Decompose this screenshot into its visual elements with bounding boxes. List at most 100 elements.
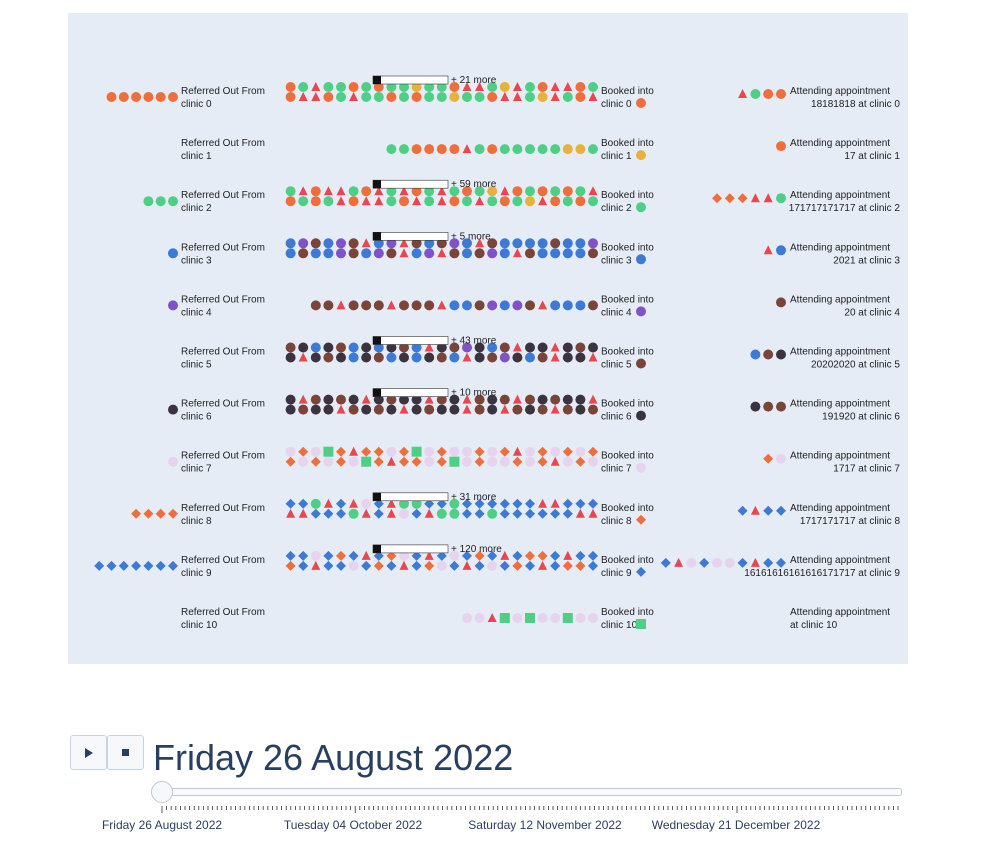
- booked-marker: [449, 186, 460, 197]
- booked-marker: [285, 196, 296, 207]
- frame-slider-handle[interactable]: [151, 781, 173, 803]
- booked-marker: [373, 82, 384, 92]
- booked-marker: [537, 508, 548, 519]
- booked-marker: [285, 92, 296, 102]
- booked-marker: [525, 82, 535, 92]
- referred-marker: [106, 560, 117, 571]
- referred-label: clinic 9: [181, 568, 212, 579]
- booked-marker: [411, 238, 422, 249]
- booked-marker: [562, 498, 573, 509]
- booked-marker: [323, 352, 334, 363]
- booked-marker: [437, 248, 447, 258]
- booked-marker: [537, 456, 548, 467]
- booked-marker: [512, 92, 522, 101]
- booked-label: clinic 8: [601, 516, 632, 527]
- booked-marker: [298, 352, 308, 362]
- booked-marker: [575, 82, 586, 92]
- stop-button[interactable]: [107, 735, 144, 770]
- booked-marker: [399, 300, 409, 311]
- booked-marker: [399, 186, 409, 196]
- booked-marker: [373, 300, 384, 311]
- referred-label: Referred Out From: [181, 503, 265, 514]
- booked-marker: [399, 550, 409, 561]
- booked-marker: [500, 550, 510, 560]
- booked-marker: [499, 82, 510, 92]
- booked-marker: [349, 498, 359, 508]
- referred-marker: [143, 560, 154, 571]
- booked-marker: [550, 456, 560, 466]
- referred-label: clinic 5: [181, 360, 212, 371]
- booked-marker: [336, 560, 346, 571]
- booked-marker: [525, 508, 535, 519]
- booked-marker: [499, 456, 510, 467]
- booked-marker: [562, 613, 573, 623]
- attending-label: 171717171717 at clinic 2: [789, 203, 901, 214]
- attending-label: 17 at clinic 1: [844, 151, 900, 162]
- booked-marker: [462, 144, 472, 154]
- booked-marker: [537, 82, 548, 92]
- booked-marker: [499, 508, 510, 519]
- booked-marker: [298, 456, 309, 467]
- attending-label: Attending appointment: [790, 138, 890, 149]
- booked-marker: [575, 613, 586, 623]
- booked-marker: [285, 82, 296, 92]
- booked-marker: [462, 352, 472, 362]
- booked-marker: [348, 394, 359, 405]
- booked-label: Booked into: [601, 503, 654, 514]
- booked-marker: [449, 82, 460, 92]
- referred-label: Referred Out From: [181, 399, 265, 410]
- booked-marker: [575, 352, 586, 363]
- booked-marker: [285, 186, 296, 197]
- booked-marker: [436, 456, 447, 467]
- play-button[interactable]: [70, 735, 107, 770]
- booked-marker: [449, 446, 460, 457]
- booked-marker: [361, 248, 372, 259]
- booked-marker: [411, 404, 422, 415]
- booked-marker: [550, 446, 561, 457]
- attending-label: 20202020 at clinic 5: [811, 360, 900, 371]
- booked-marker: [512, 404, 523, 415]
- frame-slider-rail[interactable]: [162, 788, 902, 796]
- booked-marker: [310, 248, 321, 259]
- booked-marker: [525, 248, 535, 259]
- booked-marker: [412, 196, 422, 206]
- booked-marker: [298, 560, 309, 571]
- referred-label: Referred Out From: [181, 294, 265, 305]
- booked-marker: [575, 342, 586, 353]
- referred-marker: [168, 508, 178, 519]
- booked-marker: [298, 342, 309, 353]
- referred-label: Referred Out From: [181, 190, 265, 201]
- booked-marker: [336, 404, 346, 414]
- referred-marker: [143, 508, 154, 519]
- booked-marker: [298, 186, 308, 196]
- booked-marker: [399, 144, 409, 155]
- booked-marker: [323, 300, 334, 311]
- booked-marker: [411, 248, 422, 259]
- booked-marker: [562, 248, 573, 259]
- booked-marker: [588, 82, 598, 92]
- booked-marker: [436, 498, 447, 509]
- booked-marker: [298, 196, 309, 207]
- booked-marker: [537, 352, 548, 363]
- attending-label: Attending appointment: [790, 86, 890, 97]
- booked-marker: [399, 196, 409, 207]
- booked-marker: [310, 404, 321, 415]
- booked-marker: [575, 186, 586, 197]
- booked-marker: [499, 560, 510, 571]
- booked-marker: [373, 404, 384, 415]
- booked-marker: [512, 186, 523, 197]
- booked-marker: [285, 498, 296, 509]
- booked-marker: [475, 196, 485, 206]
- booked-marker: [512, 144, 523, 155]
- booked-marker: [525, 550, 535, 561]
- booked-marker: [436, 144, 447, 155]
- booked-marker: [550, 92, 560, 101]
- booked-marker: [462, 248, 472, 259]
- booked-marker: [550, 300, 561, 311]
- booked-marker: [487, 342, 498, 353]
- booked-marker: [462, 456, 472, 467]
- booked-marker: [575, 456, 586, 467]
- booked-label: Booked into: [601, 607, 654, 618]
- booked-marker: [474, 394, 485, 405]
- referred-label: Referred Out From: [181, 451, 265, 462]
